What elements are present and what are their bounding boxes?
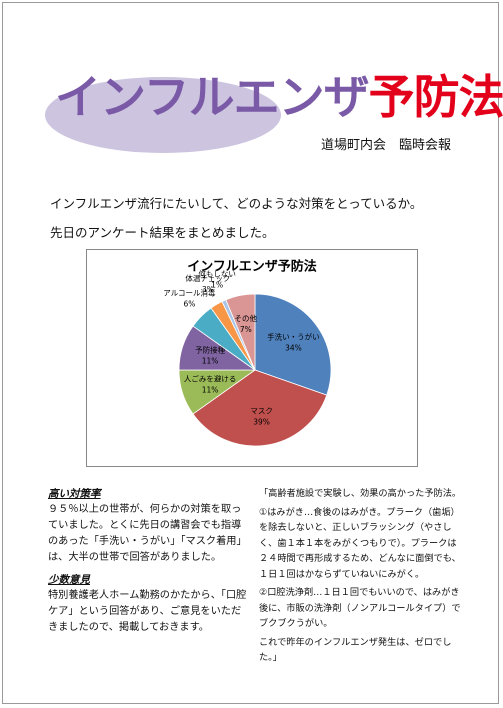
slice-value-label: 11% bbox=[202, 385, 219, 394]
title-decoration bbox=[45, 77, 281, 153]
quote-line: ②口腔洗浄剤…１日１回でもいいので、はみがき後に、市販の洗浄剤（ノンアルコールタ… bbox=[259, 587, 461, 629]
slice-label: 体温チェック bbox=[185, 273, 230, 283]
chart: インフルエンザ予防法 手洗い・うがい 34% マスク 39% 人ごみを避ける 11% 予防接… bbox=[163, 259, 332, 447]
intro-line: インフルエンザ流行にたいして、どのような対策をとっているか。 bbox=[50, 196, 423, 211]
pie-slice bbox=[225, 293, 256, 371]
slice-value-label: 1% bbox=[211, 280, 223, 289]
section-heading: 高い対策率 bbox=[48, 488, 101, 500]
pie-slice bbox=[192, 369, 328, 447]
slice-value-label: 6% bbox=[183, 299, 195, 308]
slice-value-label: 7% bbox=[240, 325, 252, 334]
quote-line: ①はみがき…食後のはみがき。プラーク（歯垢）を除去しないと、正しいブラッシング（… bbox=[259, 506, 461, 580]
slice-label: その他 bbox=[235, 313, 258, 323]
slice-label: アルコール消毒 bbox=[163, 287, 216, 297]
left-column: 高い対策率 ９５％以上の世帯が、何らかの対策を取っていました。とくに先日の講習会… bbox=[48, 486, 248, 642]
intro-line: 先日のアンケート結果をまとめました。 bbox=[50, 225, 275, 240]
title-accent: 予防法 bbox=[368, 70, 503, 124]
slice-value-label: 39% bbox=[253, 418, 270, 427]
pie-slice bbox=[254, 293, 332, 396]
right-column: 「高齢者施設で実験し、効果の高かった予防法。 ①はみがき…食後のはみがき。プラー… bbox=[259, 486, 464, 669]
quote-line: これで昨年のインフルエンザ発生は、ゼロでした。」 bbox=[259, 636, 452, 664]
slice-label: 手洗い・うがい bbox=[267, 332, 320, 342]
slice-label: 人ごみを避ける bbox=[184, 373, 237, 383]
slice-value-label: 34% bbox=[285, 344, 302, 353]
chart-title: インフルエンザ予防法 bbox=[187, 259, 317, 275]
slice-label: 何もしない bbox=[198, 268, 236, 278]
section-text: 特別養護老人ホーム勤務のかたから、「口腔ケア」という回答があり、ご意見をいただき… bbox=[48, 590, 247, 633]
title: インフルエンザ予防法 bbox=[55, 61, 503, 127]
slice-value-label: 11% bbox=[202, 357, 219, 366]
slice-value-label: 3% bbox=[202, 285, 214, 294]
chart-box: インフルエンザ予防法 手洗い・うがい 34% マスク 39% 人ごみを避ける 11% 予防接… bbox=[86, 249, 418, 467]
slice-label: 予防接種 bbox=[195, 345, 225, 355]
section-heading: 少数意見 bbox=[48, 574, 90, 586]
subtitle: 道場町内会 臨時会報 bbox=[321, 138, 452, 153]
title-main: インフルエンザ bbox=[55, 70, 370, 124]
quote-line: 「高齢者施設で実験し、効果の高かった予防法。 bbox=[259, 488, 462, 499]
title-ellipse bbox=[45, 77, 281, 153]
slice-label: マスク bbox=[250, 407, 273, 416]
section-text: ９５％以上の世帯が、何らかの対策を取っていました。とくに先日の講習会でも指導のあ… bbox=[48, 504, 247, 563]
